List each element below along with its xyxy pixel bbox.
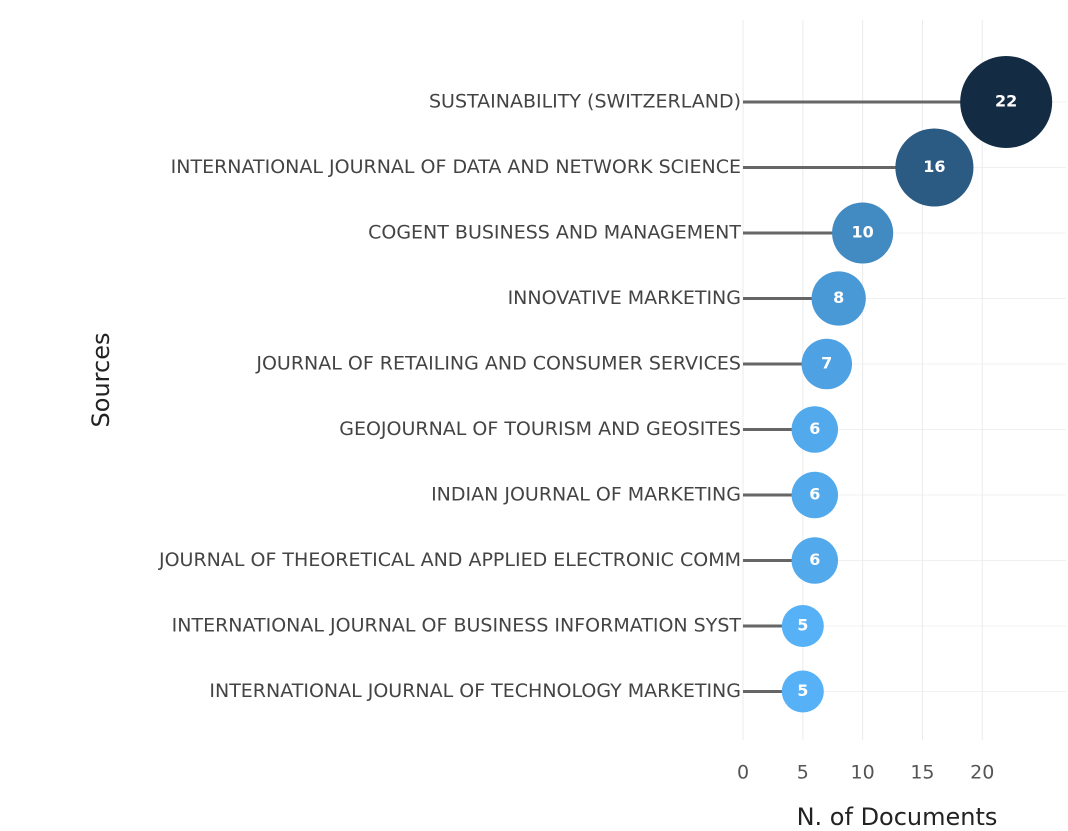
value-label: 6 [809, 550, 820, 569]
value-label: 5 [797, 681, 808, 700]
y-tick-label: JOURNAL OF RETAILING AND CONSUMER SERVIC… [255, 353, 741, 375]
value-label: 8 [833, 288, 844, 307]
bubble [791, 471, 839, 519]
value-label: 7 [821, 354, 832, 373]
value-label: 22 [995, 92, 1017, 111]
value-label: 6 [809, 485, 820, 504]
x-tick-label: 10 [851, 762, 875, 784]
bubble [801, 338, 853, 390]
y-tick-label: INTERNATIONAL JOURNAL OF BUSINESS INFORM… [172, 615, 742, 637]
bubble [960, 56, 1053, 148]
x-tick-label: 5 [797, 762, 809, 784]
x-tick-label: 0 [737, 762, 749, 784]
y-tick-label: INNOVATIVE MARKETING [508, 287, 741, 309]
y-tick-label: INDIAN JOURNAL OF MARKETING [431, 484, 741, 506]
bubble [791, 406, 839, 453]
y-tick-label: INTERNATIONAL JOURNAL OF TECHNOLOGY MARK… [209, 680, 741, 702]
bubble [781, 604, 824, 648]
x-tick-label: 20 [970, 762, 994, 784]
x-axis-title: N. of Documents [797, 803, 998, 831]
value-label: 6 [809, 419, 820, 438]
y-axis-title: Sources [87, 333, 115, 428]
bubble [811, 271, 866, 326]
value-label: 16 [923, 157, 945, 176]
y-tick-label: INTERNATIONAL JOURNAL OF DATA AND NETWOR… [171, 156, 741, 178]
bubble [832, 202, 894, 264]
y-tick-label: COGENT BUSINESS AND MANAGEMENT [368, 222, 741, 244]
bubble [781, 670, 824, 713]
y-tick-label: GEOJOURNAL OF TOURISM AND GEOSITES [339, 418, 741, 440]
bubble [895, 128, 974, 207]
value-label: 10 [851, 223, 873, 242]
x-tick-label: 15 [910, 762, 934, 784]
bubble [791, 537, 839, 584]
value-label: 5 [797, 616, 808, 635]
y-tick-label: JOURNAL OF THEORETICAL AND APPLIED ELECT… [158, 549, 741, 571]
y-tick-label: SUSTAINABILITY (SWITZERLAND) [429, 91, 741, 113]
